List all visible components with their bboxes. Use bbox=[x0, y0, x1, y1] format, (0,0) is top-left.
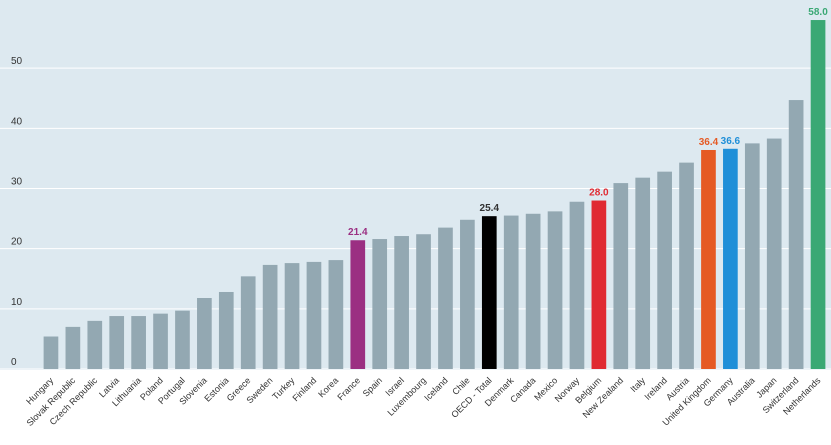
y-tick-label: 20 bbox=[11, 237, 23, 248]
y-tick-label: 30 bbox=[11, 177, 23, 188]
y-tick-label: 0 bbox=[11, 357, 17, 368]
bar-denmark bbox=[503, 215, 519, 369]
bar-estonia bbox=[218, 291, 234, 369]
data-label: 36.4 bbox=[699, 137, 719, 148]
x-tick-label: Ireland bbox=[643, 375, 670, 402]
bar-belgium bbox=[591, 200, 607, 369]
bar-australia bbox=[744, 143, 760, 369]
data-label: 58.0 bbox=[808, 7, 828, 18]
bar-switzerland bbox=[788, 100, 804, 370]
bar-slovak-republic bbox=[65, 326, 81, 369]
bar-ireland bbox=[657, 171, 672, 369]
data-labels: 21.4 25.4 28.0 36.4 36.6 58.0 bbox=[348, 7, 828, 238]
x-tick-label: Spain bbox=[361, 375, 384, 398]
bars bbox=[43, 20, 826, 370]
bar-iceland bbox=[438, 227, 453, 369]
bar-new-zealand bbox=[613, 183, 629, 369]
y-axis-ticks: 0 10 20 30 40 50 bbox=[11, 56, 23, 368]
bar-japan bbox=[766, 138, 782, 369]
bar-finland bbox=[306, 261, 322, 369]
bar-israel bbox=[394, 236, 409, 369]
bar-austria bbox=[679, 162, 694, 369]
data-label: 28.0 bbox=[589, 188, 609, 199]
x-tick-label: Iceland bbox=[422, 375, 450, 403]
x-tick-label: France bbox=[335, 375, 362, 402]
y-tick-label: 10 bbox=[11, 297, 23, 308]
bar-norway bbox=[569, 201, 585, 369]
bar-korea bbox=[328, 260, 344, 369]
bar-united-kingdom bbox=[701, 149, 716, 369]
bar-sweden bbox=[262, 264, 278, 369]
bar-luxembourg bbox=[416, 234, 431, 369]
bar-germany bbox=[723, 148, 738, 369]
bar-slovenia bbox=[197, 298, 212, 369]
bar-chile bbox=[460, 219, 475, 369]
bar-italy bbox=[635, 177, 651, 369]
bar-latvia bbox=[109, 316, 125, 369]
y-tick-label: 40 bbox=[11, 116, 23, 127]
data-label: 36.6 bbox=[721, 136, 741, 147]
x-tick-label: Italy bbox=[628, 375, 647, 394]
bar-netherlands bbox=[810, 20, 826, 370]
x-tick-label: Estonia bbox=[202, 375, 230, 403]
bar-oecd-total bbox=[481, 216, 497, 369]
bar-hungary bbox=[43, 336, 59, 369]
bar-poland bbox=[153, 313, 168, 369]
bar-czech-republic bbox=[87, 320, 103, 369]
bar-mexico bbox=[547, 211, 563, 369]
data-label: 25.4 bbox=[480, 203, 500, 214]
x-tick-label: Finland bbox=[290, 375, 318, 403]
bar-france bbox=[350, 240, 366, 369]
bar-greece bbox=[240, 276, 256, 369]
bar-portugal bbox=[175, 310, 190, 369]
bar-canada bbox=[525, 213, 541, 369]
bar-lithuania bbox=[131, 316, 146, 369]
y-tick-label: 50 bbox=[11, 56, 23, 67]
bar-spain bbox=[372, 239, 388, 369]
data-label: 21.4 bbox=[348, 227, 368, 238]
bar-turkey bbox=[284, 263, 300, 369]
